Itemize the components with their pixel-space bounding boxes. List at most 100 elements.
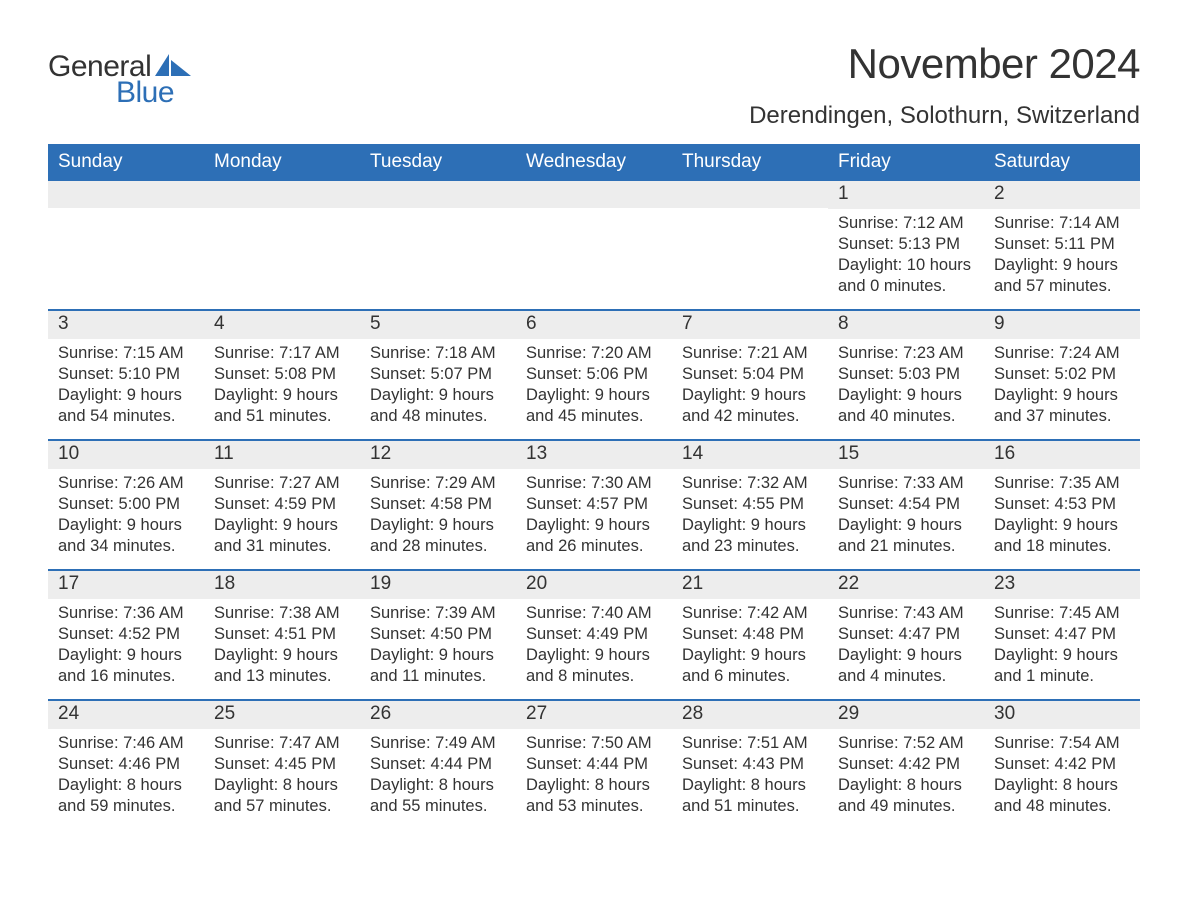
sunset-text: Sunset: 4:58 PM <box>370 494 506 515</box>
daylight-text: Daylight: 9 hours and 1 minute. <box>994 645 1130 687</box>
day-content: Sunrise: 7:39 AMSunset: 4:50 PMDaylight:… <box>360 599 516 697</box>
day-content: Sunrise: 7:52 AMSunset: 4:42 PMDaylight:… <box>828 729 984 827</box>
sunset-text: Sunset: 5:07 PM <box>370 364 506 385</box>
calendar-cell <box>204 181 360 309</box>
calendar-cell: 29Sunrise: 7:52 AMSunset: 4:42 PMDayligh… <box>828 701 984 829</box>
daylight-text: Daylight: 9 hours and 57 minutes. <box>994 255 1130 297</box>
calendar-cell: 23Sunrise: 7:45 AMSunset: 4:47 PMDayligh… <box>984 571 1140 699</box>
calendar-week: 17Sunrise: 7:36 AMSunset: 4:52 PMDayligh… <box>48 569 1140 699</box>
sunrise-text: Sunrise: 7:49 AM <box>370 733 506 754</box>
calendar-cell: 8Sunrise: 7:23 AMSunset: 5:03 PMDaylight… <box>828 311 984 439</box>
calendar-cell: 25Sunrise: 7:47 AMSunset: 4:45 PMDayligh… <box>204 701 360 829</box>
day-content: Sunrise: 7:15 AMSunset: 5:10 PMDaylight:… <box>48 339 204 437</box>
day-content: Sunrise: 7:49 AMSunset: 4:44 PMDaylight:… <box>360 729 516 827</box>
calendar-header-cell: Friday <box>828 144 984 181</box>
sunset-text: Sunset: 4:42 PM <box>838 754 974 775</box>
daylight-text: Daylight: 8 hours and 53 minutes. <box>526 775 662 817</box>
sunrise-text: Sunrise: 7:46 AM <box>58 733 194 754</box>
calendar-cell: 20Sunrise: 7:40 AMSunset: 4:49 PMDayligh… <box>516 571 672 699</box>
calendar-cell: 13Sunrise: 7:30 AMSunset: 4:57 PMDayligh… <box>516 441 672 569</box>
calendar-header-cell: Wednesday <box>516 144 672 181</box>
day-content: Sunrise: 7:14 AMSunset: 5:11 PMDaylight:… <box>984 209 1140 307</box>
calendar-cell <box>360 181 516 309</box>
sunset-text: Sunset: 4:47 PM <box>994 624 1130 645</box>
location: Derendingen, Solothurn, Switzerland <box>749 102 1140 130</box>
day-content: Sunrise: 7:21 AMSunset: 5:04 PMDaylight:… <box>672 339 828 437</box>
calendar-cell: 21Sunrise: 7:42 AMSunset: 4:48 PMDayligh… <box>672 571 828 699</box>
sunset-text: Sunset: 4:59 PM <box>214 494 350 515</box>
day-content: Sunrise: 7:32 AMSunset: 4:55 PMDaylight:… <box>672 469 828 567</box>
calendar-cell: 14Sunrise: 7:32 AMSunset: 4:55 PMDayligh… <box>672 441 828 569</box>
sunrise-text: Sunrise: 7:39 AM <box>370 603 506 624</box>
daylight-text: Daylight: 9 hours and 21 minutes. <box>838 515 974 557</box>
day-number: 7 <box>672 311 828 339</box>
sunset-text: Sunset: 4:55 PM <box>682 494 818 515</box>
sunrise-text: Sunrise: 7:33 AM <box>838 473 974 494</box>
sunrise-text: Sunrise: 7:14 AM <box>994 213 1130 234</box>
sunset-text: Sunset: 4:53 PM <box>994 494 1130 515</box>
day-content: Sunrise: 7:43 AMSunset: 4:47 PMDaylight:… <box>828 599 984 697</box>
day-number <box>516 181 672 208</box>
day-number: 24 <box>48 701 204 729</box>
day-number <box>48 181 204 208</box>
daylight-text: Daylight: 9 hours and 11 minutes. <box>370 645 506 687</box>
sunset-text: Sunset: 5:13 PM <box>838 234 974 255</box>
sunrise-text: Sunrise: 7:21 AM <box>682 343 818 364</box>
calendar-cell: 7Sunrise: 7:21 AMSunset: 5:04 PMDaylight… <box>672 311 828 439</box>
calendar-header-cell: Saturday <box>984 144 1140 181</box>
sunset-text: Sunset: 4:49 PM <box>526 624 662 645</box>
calendar-cell: 6Sunrise: 7:20 AMSunset: 5:06 PMDaylight… <box>516 311 672 439</box>
calendar-week: 1Sunrise: 7:12 AMSunset: 5:13 PMDaylight… <box>48 181 1140 309</box>
day-number: 25 <box>204 701 360 729</box>
sunset-text: Sunset: 4:51 PM <box>214 624 350 645</box>
day-content: Sunrise: 7:12 AMSunset: 5:13 PMDaylight:… <box>828 209 984 307</box>
sunset-text: Sunset: 5:00 PM <box>58 494 194 515</box>
sunset-text: Sunset: 4:54 PM <box>838 494 974 515</box>
daylight-text: Daylight: 9 hours and 48 minutes. <box>370 385 506 427</box>
sunrise-text: Sunrise: 7:54 AM <box>994 733 1130 754</box>
day-number: 19 <box>360 571 516 599</box>
day-number: 13 <box>516 441 672 469</box>
day-content: Sunrise: 7:54 AMSunset: 4:42 PMDaylight:… <box>984 729 1140 827</box>
sunrise-text: Sunrise: 7:30 AM <box>526 473 662 494</box>
day-content: Sunrise: 7:17 AMSunset: 5:08 PMDaylight:… <box>204 339 360 437</box>
day-content: Sunrise: 7:24 AMSunset: 5:02 PMDaylight:… <box>984 339 1140 437</box>
calendar-cell <box>516 181 672 309</box>
day-number: 4 <box>204 311 360 339</box>
day-content: Sunrise: 7:18 AMSunset: 5:07 PMDaylight:… <box>360 339 516 437</box>
day-content: Sunrise: 7:38 AMSunset: 4:51 PMDaylight:… <box>204 599 360 697</box>
sunset-text: Sunset: 4:44 PM <box>526 754 662 775</box>
sunrise-text: Sunrise: 7:45 AM <box>994 603 1130 624</box>
day-content: Sunrise: 7:51 AMSunset: 4:43 PMDaylight:… <box>672 729 828 827</box>
day-content: Sunrise: 7:33 AMSunset: 4:54 PMDaylight:… <box>828 469 984 567</box>
daylight-text: Daylight: 9 hours and 42 minutes. <box>682 385 818 427</box>
calendar-header-row: SundayMondayTuesdayWednesdayThursdayFrid… <box>48 144 1140 181</box>
calendar-cell: 24Sunrise: 7:46 AMSunset: 4:46 PMDayligh… <box>48 701 204 829</box>
sunset-text: Sunset: 4:48 PM <box>682 624 818 645</box>
sunset-text: Sunset: 5:03 PM <box>838 364 974 385</box>
day-number: 11 <box>204 441 360 469</box>
day-content: Sunrise: 7:40 AMSunset: 4:49 PMDaylight:… <box>516 599 672 697</box>
calendar-header-cell: Sunday <box>48 144 204 181</box>
sunrise-text: Sunrise: 7:36 AM <box>58 603 194 624</box>
day-number: 27 <box>516 701 672 729</box>
sunset-text: Sunset: 4:52 PM <box>58 624 194 645</box>
calendar-header-cell: Monday <box>204 144 360 181</box>
calendar-cell: 30Sunrise: 7:54 AMSunset: 4:42 PMDayligh… <box>984 701 1140 829</box>
calendar-cell: 1Sunrise: 7:12 AMSunset: 5:13 PMDaylight… <box>828 181 984 309</box>
daylight-text: Daylight: 9 hours and 34 minutes. <box>58 515 194 557</box>
day-number: 22 <box>828 571 984 599</box>
day-content: Sunrise: 7:45 AMSunset: 4:47 PMDaylight:… <box>984 599 1140 697</box>
daylight-text: Daylight: 9 hours and 13 minutes. <box>214 645 350 687</box>
sunset-text: Sunset: 4:47 PM <box>838 624 974 645</box>
day-content: Sunrise: 7:36 AMSunset: 4:52 PMDaylight:… <box>48 599 204 697</box>
sunset-text: Sunset: 5:08 PM <box>214 364 350 385</box>
sunrise-text: Sunrise: 7:29 AM <box>370 473 506 494</box>
sunset-text: Sunset: 4:57 PM <box>526 494 662 515</box>
calendar-cell: 10Sunrise: 7:26 AMSunset: 5:00 PMDayligh… <box>48 441 204 569</box>
day-content: Sunrise: 7:50 AMSunset: 4:44 PMDaylight:… <box>516 729 672 827</box>
day-content: Sunrise: 7:23 AMSunset: 5:03 PMDaylight:… <box>828 339 984 437</box>
day-number: 6 <box>516 311 672 339</box>
sunrise-text: Sunrise: 7:27 AM <box>214 473 350 494</box>
sunrise-text: Sunrise: 7:52 AM <box>838 733 974 754</box>
